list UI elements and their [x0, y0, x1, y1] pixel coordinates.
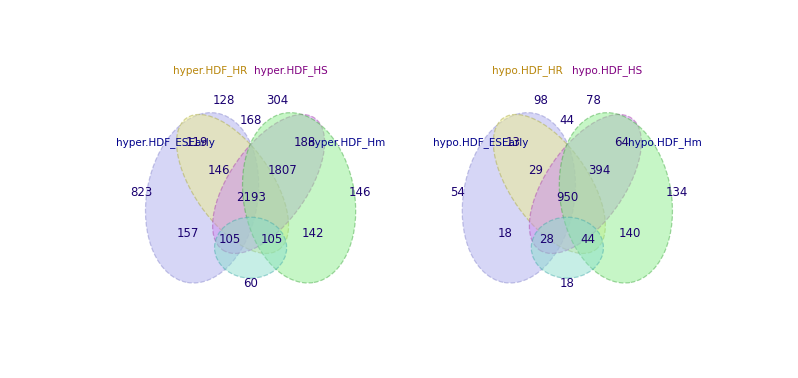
Ellipse shape — [243, 113, 356, 283]
Ellipse shape — [493, 115, 606, 254]
Text: 54: 54 — [450, 186, 465, 199]
Text: 188: 188 — [294, 136, 316, 149]
Text: 18: 18 — [497, 227, 512, 240]
Text: 823: 823 — [130, 186, 152, 199]
Text: 60: 60 — [243, 277, 258, 290]
Text: hyper.HDF_Hm: hyper.HDF_Hm — [308, 137, 385, 148]
Text: 64: 64 — [614, 136, 629, 149]
Text: 146: 146 — [207, 164, 230, 177]
Text: 304: 304 — [266, 94, 288, 107]
Ellipse shape — [176, 115, 289, 254]
Text: 140: 140 — [618, 227, 641, 240]
Text: 28: 28 — [539, 233, 554, 246]
Text: 950: 950 — [556, 191, 579, 204]
Text: 2193: 2193 — [235, 191, 266, 204]
Ellipse shape — [531, 217, 603, 278]
Ellipse shape — [462, 113, 575, 283]
Text: 78: 78 — [587, 94, 601, 107]
Ellipse shape — [215, 217, 286, 278]
Text: 168: 168 — [239, 114, 262, 127]
Text: hyper.HDF_HS: hyper.HDF_HS — [254, 65, 328, 76]
Text: 44: 44 — [560, 114, 575, 127]
Text: 134: 134 — [666, 186, 688, 199]
Text: 105: 105 — [219, 233, 241, 246]
Text: hyper.HDF_ESEarly: hyper.HDF_ESEarly — [117, 137, 215, 148]
Text: hypo.HDF_HS: hypo.HDF_HS — [572, 65, 642, 76]
Text: 44: 44 — [581, 233, 595, 246]
Text: 142: 142 — [302, 227, 324, 240]
Text: 128: 128 — [213, 94, 235, 107]
Text: 105: 105 — [260, 233, 282, 246]
Text: 119: 119 — [185, 136, 207, 149]
Text: hypo.HDF_ESEarly: hypo.HDF_ESEarly — [433, 137, 528, 148]
Text: 1807: 1807 — [267, 164, 298, 177]
Text: 146: 146 — [349, 186, 371, 199]
Ellipse shape — [559, 113, 673, 283]
Text: 18: 18 — [560, 277, 575, 290]
Text: 98: 98 — [534, 94, 548, 107]
Ellipse shape — [212, 115, 325, 254]
Text: 29: 29 — [528, 164, 543, 177]
Ellipse shape — [145, 113, 259, 283]
Ellipse shape — [529, 115, 642, 254]
Text: 13: 13 — [506, 136, 521, 149]
Text: hypo.HDF_HR: hypo.HDF_HR — [492, 65, 563, 76]
Text: hypo.HDF_Hm: hypo.HDF_Hm — [628, 137, 701, 148]
Text: 157: 157 — [177, 227, 200, 240]
Text: 394: 394 — [588, 164, 610, 177]
Text: hyper.HDF_HR: hyper.HDF_HR — [173, 65, 247, 76]
